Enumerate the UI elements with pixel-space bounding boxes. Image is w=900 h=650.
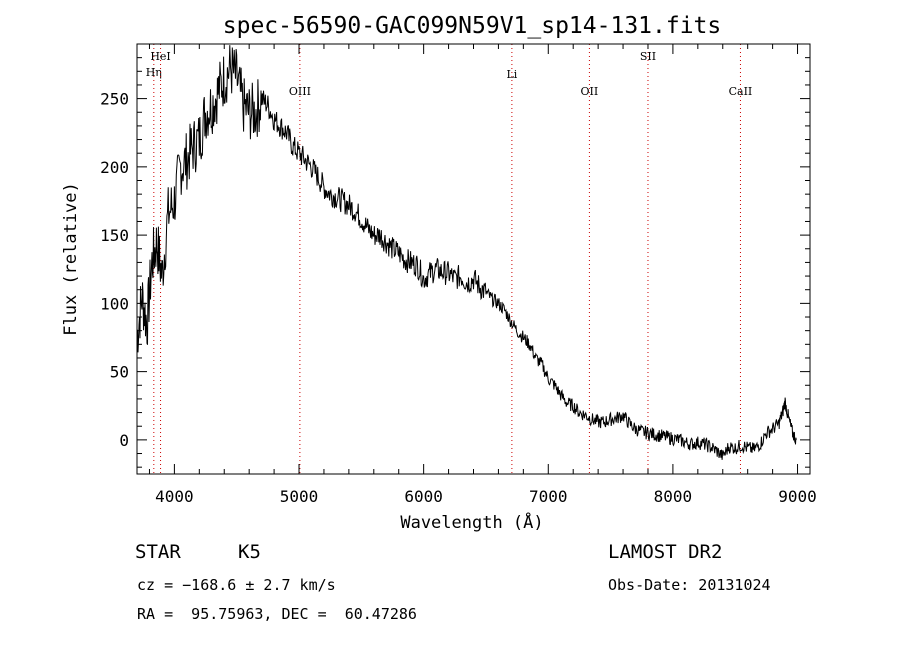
y-axis-label: Flux (relative): [61, 182, 81, 336]
coordinates-text: RA = 95.75963, DEC = 60.47286: [137, 605, 417, 623]
subclass: K5: [238, 541, 261, 563]
spectral-line-markers: Hη HeI OIII Li OII SII CaII: [146, 44, 753, 474]
x-axis-ticks: 4000 5000 6000 7000 8000 9000: [148, 44, 817, 506]
x-tick-label: 5000: [280, 487, 319, 506]
y-tick-label: 0: [119, 431, 129, 450]
chart-title: spec-56590-GAC099N59V1_sp14-131.fits: [223, 13, 722, 39]
y-axis-ticks: 0 50 100 150 200 250: [100, 57, 810, 468]
x-tick-label: 8000: [654, 487, 693, 506]
x-tick-label: 6000: [404, 487, 443, 506]
spectral-line-label: OII: [581, 85, 599, 98]
plot-frame: [136, 43, 811, 475]
x-axis-label: Wavelength (Å): [400, 511, 543, 533]
redshift-text: cz = −168.6 ± 2.7 km/s: [137, 576, 336, 594]
y-tick-label: 100: [100, 294, 129, 313]
spectral-line-label: Hη: [146, 66, 162, 79]
y-tick-label: 200: [100, 158, 129, 177]
obs-date-text: Obs-Date: 20131024: [608, 576, 771, 594]
object-class: STAR: [135, 541, 181, 563]
spectral-line-label: HeI: [150, 50, 170, 63]
x-tick-label: 7000: [529, 487, 568, 506]
y-tick-label: 150: [100, 226, 129, 245]
x-tick-label: 4000: [155, 487, 194, 506]
spectral-line-label: CaII: [729, 85, 753, 98]
y-tick-label: 50: [110, 363, 129, 382]
spectral-line-label: Li: [506, 68, 517, 81]
survey-label: LAMOST DR2: [608, 541, 723, 563]
spectral-line-label: SII: [640, 50, 656, 63]
x-tick-label: 9000: [778, 487, 817, 506]
spectral-line-label: OIII: [289, 85, 311, 98]
y-tick-label: 250: [100, 90, 129, 109]
spectrum-line: [136, 45, 797, 460]
